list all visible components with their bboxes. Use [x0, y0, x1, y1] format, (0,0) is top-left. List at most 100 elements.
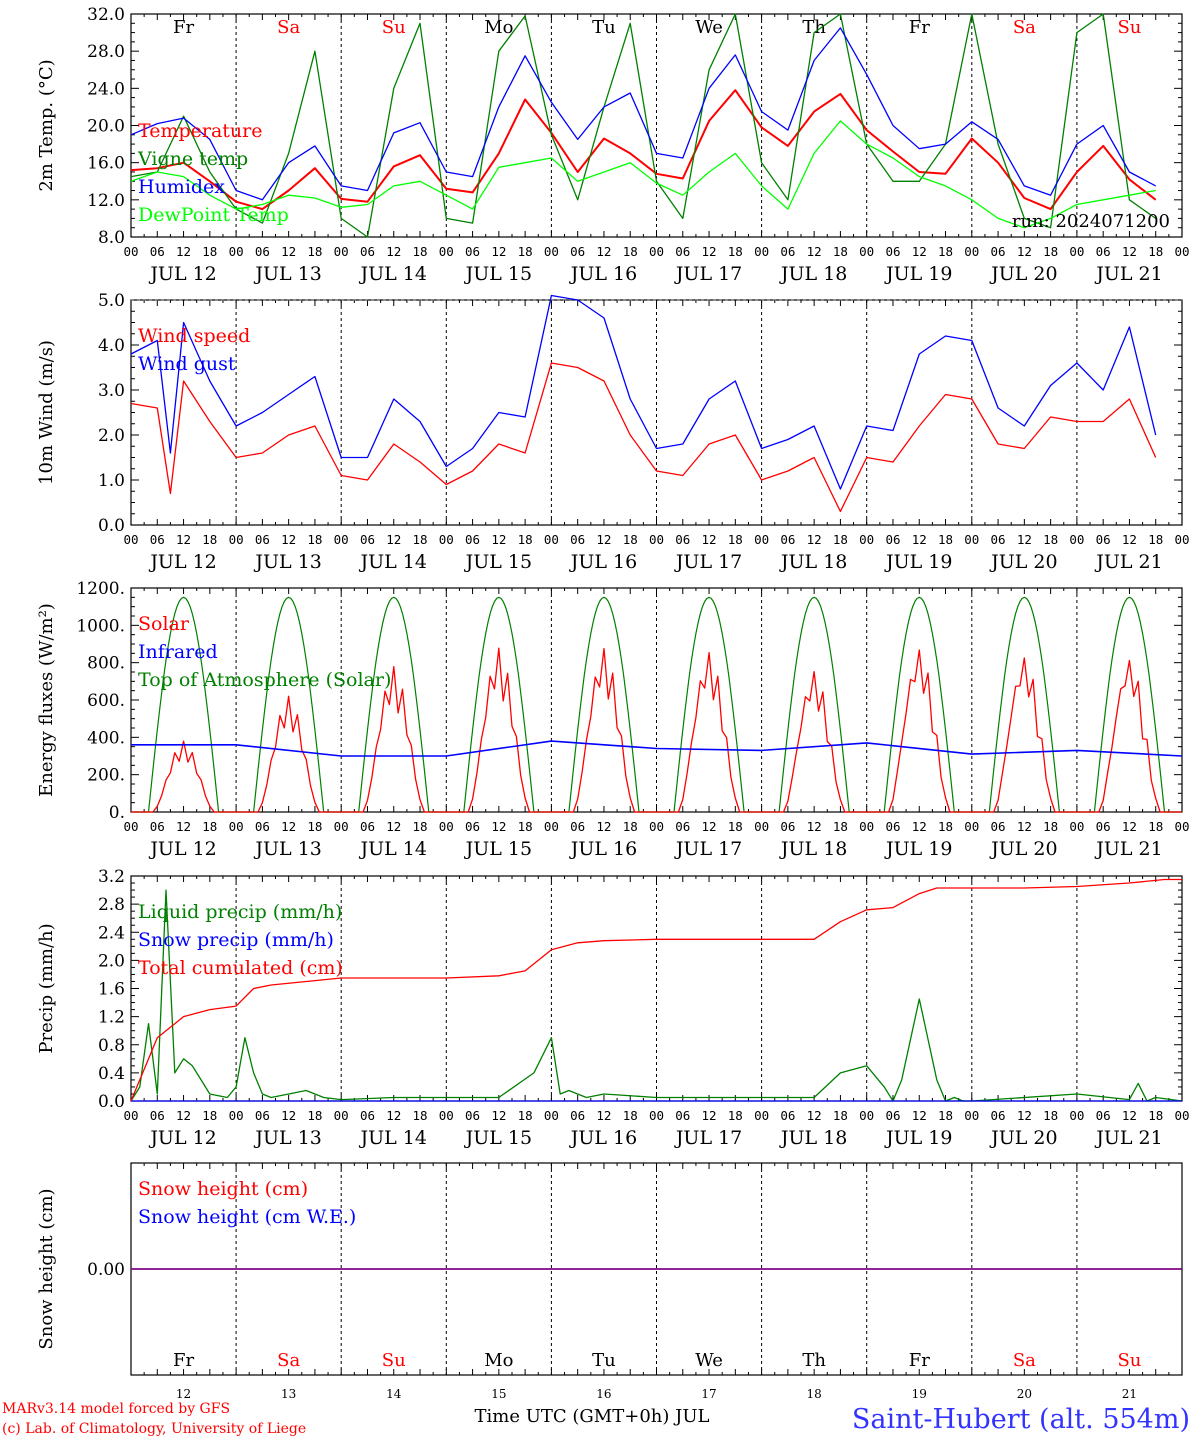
hour-label: 00	[754, 244, 769, 259]
y-axis-label: 2m Temp. (°C)	[36, 59, 57, 191]
date-label: JUL 14	[359, 1127, 427, 1149]
hour-label: 12	[596, 819, 611, 834]
date-label: JUL 15	[464, 551, 532, 573]
hour-label: 18	[518, 244, 533, 259]
hour-label: 06	[675, 819, 690, 834]
hour-label: 00	[334, 532, 349, 547]
hour-label: 00	[1174, 819, 1189, 834]
hour-label: 12	[702, 819, 717, 834]
weekday-label: Su	[382, 1350, 406, 1371]
hour-label: 12	[281, 1108, 296, 1123]
hour-label: 06	[570, 819, 585, 834]
series-dewpoint-temp	[130, 120, 1156, 229]
series-liquid-precip-mm-h	[130, 889, 1183, 1102]
hour-label: 00	[439, 1108, 454, 1123]
day-number: 18	[807, 1387, 822, 1401]
hour-label: 18	[202, 1108, 217, 1123]
series-wind-gust	[130, 294, 1157, 490]
hour-label: 12	[912, 244, 927, 259]
weekday-label: We	[695, 17, 723, 38]
y-tick-label: 200.	[87, 766, 125, 786]
y-tick-label: 600.	[87, 691, 125, 711]
panel-1: 8.0 12.0 16.0 20.0 24.0 28.0 32.0 2m Temp. (°C)…	[36, 5, 1190, 285]
series-humidex	[130, 27, 1157, 201]
hour-label: 06	[150, 244, 165, 259]
hour-label: 18	[1148, 244, 1163, 259]
day-number: 13	[281, 1387, 296, 1401]
date-label: JUL 12	[148, 551, 216, 573]
y-tick-label: 5.0	[98, 291, 125, 311]
hour-label: 18	[307, 244, 322, 259]
y-tick-label: 0.0	[98, 1092, 125, 1112]
date-label: JUL 18	[779, 551, 847, 573]
weekday-label: Su	[1117, 17, 1141, 38]
y-tick-label: 2.4	[98, 923, 125, 943]
hour-label: 06	[360, 532, 375, 547]
date-label: JUL 14	[359, 551, 427, 573]
weekday-label: Fr	[173, 1350, 194, 1371]
date-label: JUL 13	[253, 1127, 321, 1149]
series-total-cumulated-cm	[130, 878, 1182, 1102]
y-tick-label: 1.0	[98, 471, 125, 491]
hour-label: 18	[728, 819, 743, 834]
hour-label: 00	[1069, 244, 1084, 259]
hour-label: 06	[885, 819, 900, 834]
date-label: JUL 19	[884, 263, 952, 285]
hour-label: 18	[202, 244, 217, 259]
series-solar	[131, 647, 1182, 813]
y-tick-label: 0.8	[98, 1036, 125, 1056]
y-tick-label: 800.	[87, 654, 125, 674]
date-label: JUL 17	[674, 1127, 742, 1149]
series-infrared	[131, 740, 1183, 757]
weekday-label: Sa	[277, 17, 300, 38]
hour-label: 00	[964, 819, 979, 834]
day-number: 20	[1017, 1387, 1032, 1401]
hour-label: 12	[386, 819, 401, 834]
hour-label: 06	[465, 532, 480, 547]
y-tick-label: 24.0	[87, 79, 125, 99]
hour-label: 00	[754, 819, 769, 834]
date-label: JUL 20	[989, 551, 1057, 573]
hour-label: 18	[412, 1108, 427, 1123]
hour-label: 06	[150, 819, 165, 834]
weekday-label: Fr	[173, 17, 194, 38]
hour-label: 18	[518, 819, 533, 834]
date-label: JUL 20	[989, 1127, 1057, 1149]
panel-5: 0.00 Snow height (cm) Fr Sa Su Mo Tu We Th Fr Sa Su…	[36, 1162, 1183, 1401]
date-label: JUL 18	[779, 1127, 847, 1149]
day-number: 17	[701, 1387, 716, 1401]
y-tick-label: 1200.	[76, 579, 125, 599]
hour-label: 12	[176, 819, 191, 834]
y-tick-label: 0.	[109, 803, 125, 823]
legend-entry: Infrared	[138, 641, 218, 663]
date-label: JUL 19	[884, 1127, 952, 1149]
legend-entry: Solar	[138, 613, 190, 635]
hour-label: 00	[439, 532, 454, 547]
date-label: JUL 14	[359, 263, 427, 285]
legend-entry: DewPoint Temp	[138, 204, 289, 226]
hour-label: 18	[412, 532, 427, 547]
hour-label: 00	[859, 244, 874, 259]
hour-label: 00	[964, 1108, 979, 1123]
hour-label: 12	[596, 244, 611, 259]
y-tick-label: 28.0	[87, 42, 125, 62]
hour-label: 00	[1069, 532, 1084, 547]
panel-2: 0.0 1.0 2.0 3.0 4.0 5.0 10m Wind (m/s) 00 06 12 18…	[36, 291, 1190, 573]
hour-label: 12	[1122, 819, 1137, 834]
date-label: JUL 13	[253, 263, 321, 285]
hour-label: 06	[150, 532, 165, 547]
hour-label: 00	[1174, 244, 1189, 259]
date-label: JUL 21	[1094, 1127, 1162, 1149]
hour-label: 06	[885, 244, 900, 259]
hour-label: 12	[491, 1108, 506, 1123]
hour-label: 18	[623, 1108, 638, 1123]
hour-label: 06	[255, 819, 270, 834]
hour-label: 18	[728, 244, 743, 259]
hour-label: 06	[885, 532, 900, 547]
hour-label: 00	[544, 532, 559, 547]
hour-label: 12	[281, 532, 296, 547]
hour-label: 18	[938, 244, 953, 259]
hour-label: 00	[1069, 819, 1084, 834]
hour-label: 18	[307, 819, 322, 834]
hour-label: 18	[623, 819, 638, 834]
